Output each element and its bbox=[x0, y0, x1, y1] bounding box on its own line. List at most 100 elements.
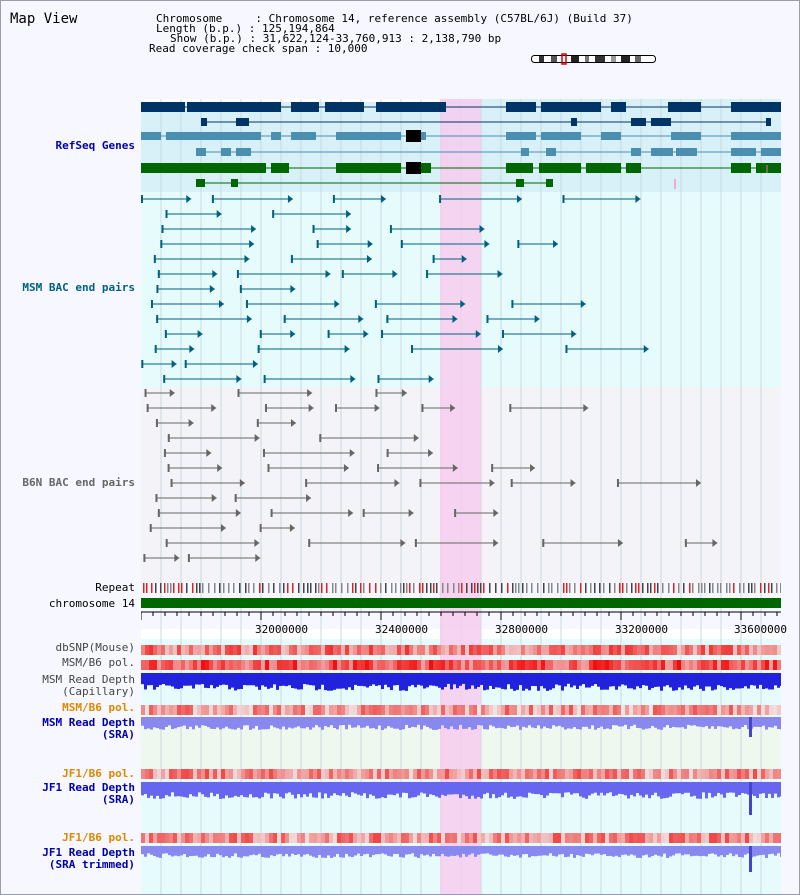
heat-cell bbox=[405, 660, 409, 670]
gene-exon bbox=[291, 132, 316, 140]
depth-bar bbox=[174, 673, 177, 689]
depth-bar bbox=[402, 782, 405, 793]
heat-cell bbox=[345, 660, 349, 670]
heat-cell bbox=[321, 833, 325, 843]
heat-cell bbox=[325, 769, 329, 779]
msm-end bbox=[216, 210, 222, 218]
depth-bar bbox=[174, 717, 177, 729]
depth-bar bbox=[570, 673, 573, 688]
depth-bar bbox=[687, 782, 690, 793]
depth-bar bbox=[417, 782, 420, 796]
jf1-pol-label: JF1/B6 pol. bbox=[62, 767, 135, 780]
heat-cell bbox=[521, 645, 525, 655]
heat-cell bbox=[617, 833, 621, 843]
heat-cell bbox=[441, 769, 445, 779]
heat-cell bbox=[577, 769, 581, 779]
depth-bar bbox=[393, 782, 396, 796]
depth-bar bbox=[384, 673, 387, 685]
depth-bar bbox=[489, 782, 492, 799]
depth-bar bbox=[345, 782, 348, 796]
depth-bar bbox=[519, 782, 522, 797]
depth-bar bbox=[375, 673, 378, 686]
depth-bar bbox=[513, 782, 516, 799]
depth-bar bbox=[171, 717, 174, 730]
depth-bar bbox=[327, 717, 330, 728]
heat-cell bbox=[193, 660, 197, 670]
repeat-element bbox=[512, 583, 514, 593]
heat-cell bbox=[501, 645, 505, 655]
heat-cell bbox=[241, 769, 245, 779]
depth-bar bbox=[378, 782, 381, 799]
depth-bar bbox=[450, 846, 453, 856]
heat-cell bbox=[141, 769, 145, 779]
heat-cell bbox=[561, 769, 565, 779]
depth-bar bbox=[354, 846, 357, 856]
heat-cell bbox=[453, 645, 457, 655]
depth-bar bbox=[396, 717, 399, 729]
heat-cell bbox=[649, 769, 653, 779]
depth-bar bbox=[282, 717, 285, 727]
b6n-end bbox=[454, 509, 457, 517]
depth-bar bbox=[612, 846, 615, 857]
chromosome-bar bbox=[141, 598, 781, 608]
track-panel[interactable] bbox=[141, 99, 781, 894]
heat-cell bbox=[389, 769, 393, 779]
gene-exon bbox=[731, 163, 751, 173]
depth-bar bbox=[735, 717, 738, 729]
heat-cell bbox=[197, 645, 201, 655]
depth-bar bbox=[633, 782, 636, 797]
gene-exon bbox=[196, 179, 205, 187]
depth-bar bbox=[546, 782, 549, 796]
heat-cell bbox=[629, 705, 633, 715]
depth-bar bbox=[447, 673, 450, 684]
depth-bar bbox=[252, 673, 255, 686]
repeat-element bbox=[181, 583, 183, 593]
b6n-end bbox=[167, 434, 170, 442]
depth-bar bbox=[507, 846, 510, 857]
heat-cell bbox=[657, 769, 661, 779]
repeat-element bbox=[447, 583, 449, 593]
depth-bar bbox=[141, 673, 144, 685]
depth-bar bbox=[222, 846, 225, 858]
heat-cell bbox=[757, 645, 761, 655]
heat-cell bbox=[541, 833, 545, 843]
heat-cell bbox=[341, 769, 345, 779]
depth-bar bbox=[162, 673, 165, 684]
depth-bar bbox=[615, 673, 618, 690]
heat-cell bbox=[597, 705, 601, 715]
heat-cell bbox=[373, 833, 377, 843]
heat-cell bbox=[445, 645, 449, 655]
heat-cell bbox=[641, 645, 645, 655]
depth-bar bbox=[498, 673, 501, 688]
depth-bar bbox=[213, 673, 216, 689]
heat-cell bbox=[417, 660, 421, 670]
heat-cell bbox=[701, 660, 705, 670]
msm-end bbox=[565, 345, 568, 353]
depth-bar bbox=[735, 673, 738, 689]
chromosome-ideogram[interactable] bbox=[531, 53, 657, 65]
depth-bar bbox=[405, 846, 408, 855]
heat-cell bbox=[553, 660, 557, 670]
depth-bar bbox=[345, 673, 348, 690]
heat-cell bbox=[273, 645, 277, 655]
depth-bar bbox=[549, 673, 552, 690]
depth-bar bbox=[489, 717, 492, 726]
heat-cell bbox=[509, 660, 513, 670]
heat-cell bbox=[193, 769, 197, 779]
heat-cell bbox=[357, 645, 361, 655]
depth-bar bbox=[777, 717, 780, 729]
depth-bar bbox=[408, 673, 411, 687]
depth-bar bbox=[609, 782, 612, 793]
heat-cell bbox=[517, 645, 521, 655]
heat-cell bbox=[185, 660, 189, 670]
depth-bar bbox=[492, 673, 495, 690]
repeat-element bbox=[461, 583, 463, 593]
heat-cell bbox=[417, 705, 421, 715]
depth-bar bbox=[459, 673, 462, 686]
depth-bar bbox=[618, 782, 621, 794]
heat-cell bbox=[453, 705, 457, 715]
depth-bar bbox=[522, 782, 525, 798]
repeat-element bbox=[403, 583, 405, 593]
heat-cell bbox=[369, 660, 373, 670]
